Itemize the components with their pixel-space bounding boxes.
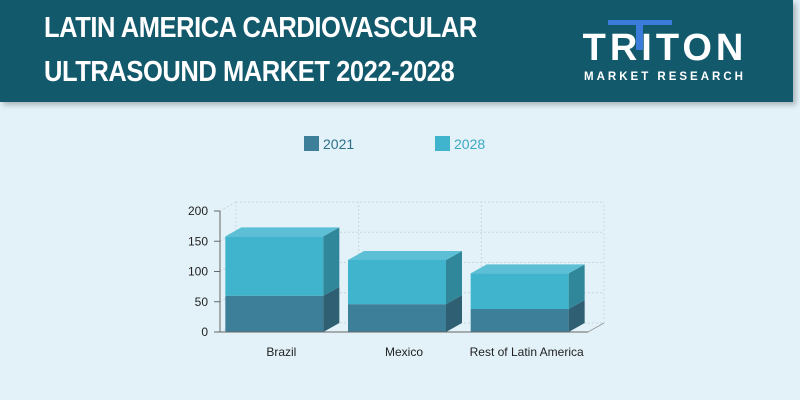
- bar-2028-brazil: [225, 236, 324, 296]
- bar-side-2021: [568, 300, 585, 332]
- y-tick-label: 0: [201, 325, 208, 339]
- y-tick-label: 150: [188, 234, 208, 248]
- legend-swatch-2028: [435, 136, 450, 151]
- floor-edge: [587, 322, 605, 333]
- bar-top-2028: [225, 227, 340, 237]
- bar-side-2028: [323, 227, 340, 296]
- bar-side-2028: [446, 251, 462, 305]
- bar-chart: 2021 2028 0 50 100 150 200 Brazil Mexico Rest o…: [188, 136, 605, 359]
- triton-logo: TRITON MARKET RESEARCH: [583, 20, 748, 83]
- bar-top-2028: [348, 251, 462, 261]
- bar-top-2028: [470, 264, 585, 274]
- y-tick-label: 100: [188, 265, 208, 279]
- x-tick-label: Brazil: [266, 345, 296, 359]
- y-tick-label: 50: [195, 295, 209, 309]
- legend: 2021 2028: [304, 136, 485, 152]
- chart-bars: [225, 227, 585, 332]
- header-banner: LATIN AMERICA CARDIOVASCULAR ULTRASOUND …: [0, 0, 793, 102]
- bar-side-2021: [323, 286, 340, 332]
- legend-swatch-2021: [304, 136, 319, 151]
- bar-side-2028: [568, 264, 585, 310]
- bar-2028-rest-of-latin-america: [470, 273, 569, 310]
- x-tick-label: Mexico: [385, 345, 423, 359]
- bar-2021-rest-of-latin-america: [470, 309, 569, 332]
- bar-side-2021: [446, 295, 462, 332]
- logo-accent-post: [636, 20, 643, 50]
- page-title-line-1: LATIN AMERICA CARDIOVASCULAR: [44, 12, 477, 44]
- bar-2021-brazil: [225, 295, 324, 332]
- x-tick-label: Rest of Latin America: [470, 345, 584, 359]
- legend-label-2028: 2028: [454, 136, 485, 152]
- bar-2021-mexico: [348, 304, 446, 332]
- logo-tagline: MARKET RESEARCH: [584, 71, 746, 83]
- gridline-diag: [219, 201, 237, 212]
- legend-label-2021: 2021: [323, 136, 354, 152]
- bar-2028-mexico: [348, 260, 446, 305]
- page-title-line-2: ULTRASOUND MARKET 2022-2028: [44, 56, 455, 88]
- y-tick-label: 200: [188, 204, 208, 218]
- chart-axes: 0 50 100 150 200 Brazil Mexico Rest of Latin Am…: [188, 204, 605, 359]
- logo-wordmark: TRITON: [583, 27, 748, 69]
